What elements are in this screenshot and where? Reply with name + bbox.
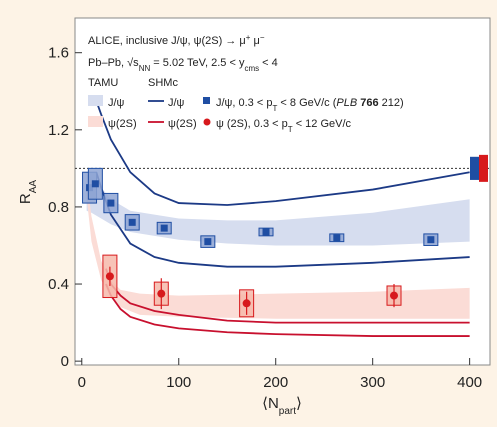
y-tick-label: 0 — [61, 353, 69, 370]
data-point — [427, 236, 435, 244]
model-line — [105, 283, 470, 337]
data-point — [333, 234, 341, 242]
data-point — [107, 199, 115, 207]
legend-symbol — [203, 118, 211, 126]
x-tick-label: 300 — [360, 374, 385, 391]
x-axis-label: ⟨Npart⟩ — [262, 395, 302, 417]
data-point — [160, 224, 168, 232]
data-point — [157, 289, 166, 298]
legend-label: J/ψ — [108, 97, 125, 109]
legend-header: TAMU — [88, 77, 118, 89]
data-point — [262, 228, 270, 236]
data-point — [242, 299, 251, 308]
global-uncertainty — [470, 156, 479, 180]
legend-line: ALICE, inclusive J/ψ, ψ(2S) → μ+ μ− — [88, 33, 265, 48]
y-tick-label: 1.6 — [48, 45, 69, 62]
y-tick-label: 0.8 — [48, 199, 69, 216]
y-axis-label: RAA — [17, 180, 39, 205]
legend-header: SHMc — [148, 77, 178, 89]
y-tick-label: 1.2 — [48, 122, 69, 139]
global-uncertainty — [479, 154, 488, 182]
legend-symbol — [203, 97, 210, 104]
legend-line: Pb–Pb, √sNN = 5.02 TeV, 2.5 < ycms < 4 — [88, 57, 278, 73]
data-point — [128, 218, 136, 226]
data-point — [390, 291, 399, 300]
legend-label: J/ψ, 0.3 < pT < 8 GeV/c (PLB 766 212) — [216, 97, 404, 113]
model-band — [86, 174, 470, 246]
data-point — [105, 272, 114, 281]
marks: 0 100 200 300 400 0 0.4 0.8 1.2 1.6 — [48, 45, 490, 391]
data-point — [204, 238, 212, 246]
legend-symbol — [88, 95, 103, 106]
legend-label: J/ψ — [168, 97, 185, 109]
x-tick-label: 100 — [166, 374, 191, 391]
legend-symbol — [88, 116, 103, 127]
legend-label: ψ (2S), 0.3 < pT < 12 GeV/c — [216, 118, 352, 134]
legend-label: ψ(2S) — [168, 118, 197, 130]
x-tick-label: 0 — [78, 374, 86, 391]
x-tick-label: 200 — [263, 374, 288, 391]
x-tick-label: 400 — [457, 374, 482, 391]
legend-label: ψ(2S) — [108, 118, 137, 130]
model-line — [95, 100, 470, 206]
data-point — [91, 180, 99, 188]
y-tick-label: 0.4 — [48, 276, 69, 293]
model-band — [86, 178, 470, 319]
